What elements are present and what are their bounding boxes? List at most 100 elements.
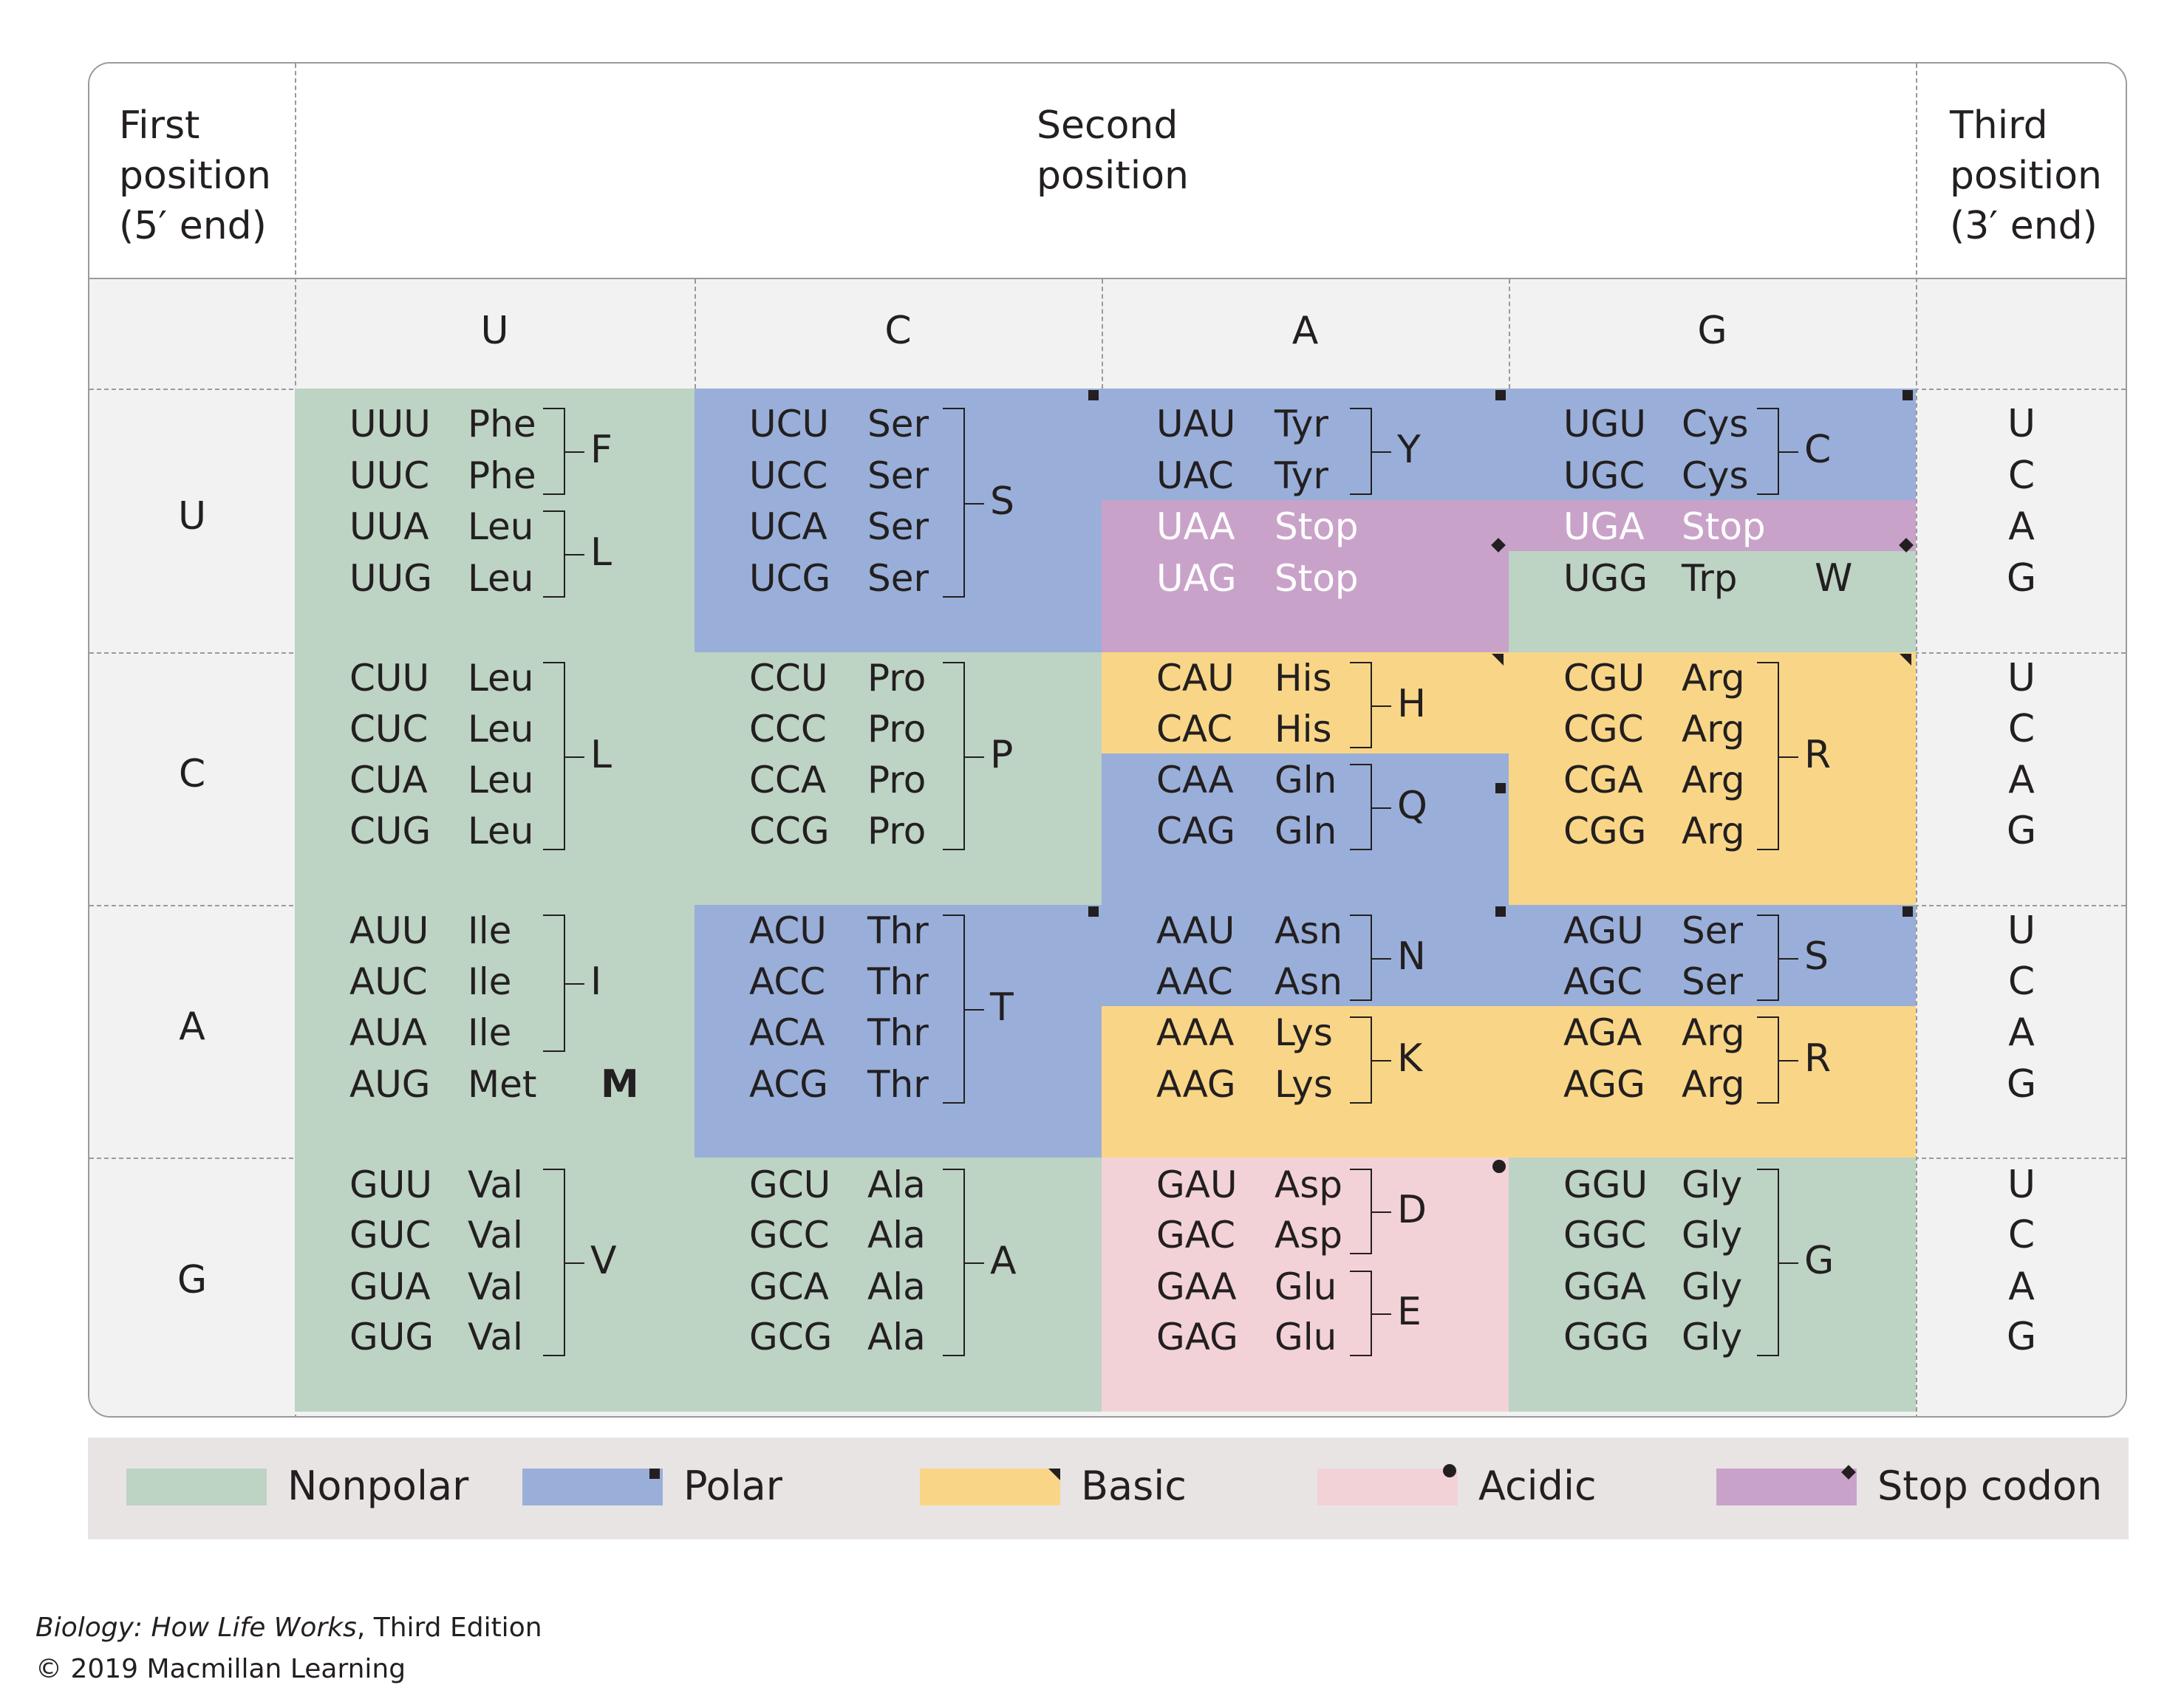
codon: CCU xyxy=(749,657,828,700)
third-letter-A: A xyxy=(2008,758,2035,802)
amino-acid: Val xyxy=(468,1265,523,1308)
legend-label: Basic xyxy=(1081,1463,1187,1509)
bracket-tick xyxy=(1372,1211,1391,1213)
amino-acid: Phe xyxy=(468,403,536,445)
codon: CCG xyxy=(749,810,830,852)
bracket xyxy=(1350,1016,1372,1104)
third-letter-C: C xyxy=(2007,1213,2035,1257)
one-letter-code: H xyxy=(1397,681,1427,726)
second-letter-A: A xyxy=(1291,309,1319,353)
one-letter-code: K xyxy=(1397,1036,1423,1081)
codon: AGC xyxy=(1563,960,1642,1003)
amino-acid: Leu xyxy=(468,657,534,700)
amino-acid: Arg xyxy=(1682,1063,1745,1106)
amino-acid: Pro xyxy=(867,708,927,751)
copyright: © 2019 Macmillan Learning xyxy=(35,1654,406,1684)
column-divider xyxy=(1509,279,1510,389)
codon-fill xyxy=(295,1158,695,1209)
amino-acid: Ala xyxy=(867,1163,926,1206)
codon: AGU xyxy=(1563,909,1644,952)
triangle-marker xyxy=(1900,654,1911,666)
bracket-tick xyxy=(1779,756,1798,758)
amino-acid: Asp xyxy=(1274,1163,1342,1206)
codon: UCU xyxy=(749,403,830,445)
amino-acid: Ala xyxy=(867,1214,926,1257)
third-position-header-line: position xyxy=(1950,154,2102,198)
codon: GAC xyxy=(1156,1214,1235,1257)
bracket-tick xyxy=(1372,807,1391,809)
bracket xyxy=(943,915,965,1104)
codon: CUA xyxy=(349,759,428,801)
first-letter-U: U xyxy=(177,493,207,539)
amino-acid: Ser xyxy=(867,505,929,548)
one-letter-code: C xyxy=(1804,428,1832,472)
codon-fill xyxy=(1102,702,1509,753)
codon: GGU xyxy=(1563,1163,1648,1206)
amino-acid: Tyr xyxy=(1274,403,1328,445)
codon-fill xyxy=(1509,1057,1916,1158)
amino-acid: Arg xyxy=(1682,657,1745,700)
amino-acid: Leu xyxy=(468,810,534,852)
amino-acid: Stop xyxy=(1682,505,1766,548)
third-letter-C: C xyxy=(2007,960,2035,1004)
codon-fill xyxy=(695,1006,1102,1057)
amino-acid: Gly xyxy=(1682,1163,1743,1206)
codon: UAG xyxy=(1156,557,1237,600)
legend-swatch-acidic xyxy=(1317,1469,1458,1505)
first-position-header-line: First xyxy=(119,103,200,148)
codon-fill xyxy=(1509,1209,1916,1259)
codon: GGC xyxy=(1563,1214,1647,1257)
codon-cell-AA: AAU Asn AAC Asn AAA Lys AAG Lys N K xyxy=(1102,905,1509,1158)
circle-marker xyxy=(1492,1160,1506,1173)
first-letter-C: C xyxy=(178,752,206,796)
one-letter-code: Y xyxy=(1397,428,1421,472)
bracket xyxy=(543,408,565,495)
codon: AUU xyxy=(349,909,429,952)
legend-item-nonpolar: Nonpolar xyxy=(126,1464,525,1510)
amino-acid: Lys xyxy=(1274,1063,1333,1106)
bracket xyxy=(943,1169,965,1356)
amino-acid: Glu xyxy=(1274,1265,1337,1308)
one-letter-code: T xyxy=(990,985,1014,1030)
codon: GUC xyxy=(349,1214,431,1257)
amino-acid: Asn xyxy=(1274,909,1342,952)
amino-acid: Leu xyxy=(468,557,534,600)
codon: CGU xyxy=(1563,657,1645,700)
bracket-tick xyxy=(1372,451,1391,453)
amino-acid: Gln xyxy=(1274,810,1337,852)
square-marker xyxy=(649,1469,660,1479)
codon: CAA xyxy=(1156,759,1234,801)
codon-fill xyxy=(295,448,695,500)
one-letter-code: V xyxy=(590,1239,617,1283)
bracket xyxy=(1350,1169,1372,1254)
amino-acid: Ala xyxy=(867,1265,926,1308)
codon-fill xyxy=(1102,1310,1509,1412)
codon-fill xyxy=(1102,1209,1509,1259)
codon-fill xyxy=(695,1259,1102,1310)
codon: UGC xyxy=(1563,454,1645,497)
one-letter-code: S xyxy=(990,479,1015,524)
bracket xyxy=(1757,915,1779,1001)
amino-acid: Ile xyxy=(468,960,512,1003)
amino-acid: Gly xyxy=(1682,1316,1743,1358)
codon: ACA xyxy=(749,1011,825,1054)
amino-acid: Asn xyxy=(1274,960,1342,1003)
codon-fill xyxy=(295,1057,695,1158)
amino-acid: Leu xyxy=(468,505,534,548)
bracket xyxy=(1350,915,1372,1001)
codon-fill xyxy=(695,753,1102,804)
codon-cell-UG: UGU Cys UGC Cys UGA Stop UGG Trp C W xyxy=(1509,389,1916,652)
bracket-tick xyxy=(1372,1060,1391,1062)
amino-acid: Ser xyxy=(867,403,929,445)
third-position-header-line: Third xyxy=(1950,103,2048,148)
codon-fill xyxy=(1509,1310,1916,1412)
codon-fill xyxy=(1509,955,1916,1006)
codon-fill xyxy=(295,500,695,551)
one-letter-code: S xyxy=(1804,934,1829,979)
legend-swatch-polar xyxy=(522,1469,663,1505)
codon-fill xyxy=(295,955,695,1006)
codon-fill xyxy=(1509,1158,1916,1209)
codon: GGG xyxy=(1563,1316,1650,1358)
one-letter-code: W xyxy=(1815,556,1853,601)
codon: GUG xyxy=(349,1316,434,1358)
